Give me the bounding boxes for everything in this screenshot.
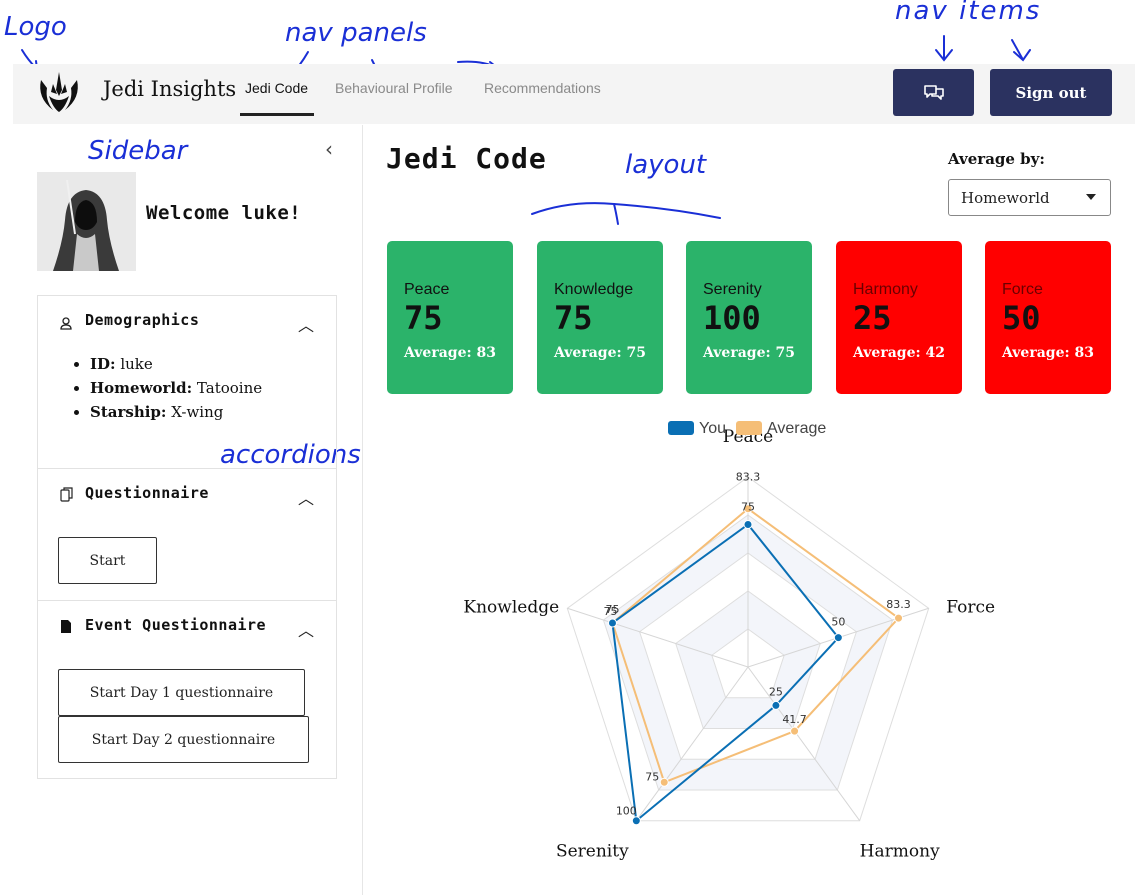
accordion-event-questionnaire-title[interactable]: Event Questionnaire (85, 616, 267, 634)
grid-spoke (635, 666, 749, 822)
annotation-accordions: accordions (220, 440, 361, 470)
stat-card-value: 100 (703, 299, 761, 337)
list-item: Starship: X-wing (90, 400, 262, 424)
data-label: 75 (603, 605, 617, 618)
list-item: ID: luke (90, 352, 262, 376)
average-by-label: Average by: (948, 150, 1045, 168)
caret-down-icon (1086, 194, 1096, 200)
stat-card-label: Serenity (703, 281, 762, 298)
annotation-sidebar: Sidebar (88, 136, 188, 166)
stat-card-label: Force (1002, 281, 1043, 298)
accordion-divider (37, 468, 337, 469)
sidebar-accordions (37, 295, 337, 779)
data-point-you (631, 816, 641, 826)
average-by-value: Homeworld (961, 188, 1050, 207)
grid-spoke (567, 607, 749, 668)
stat-card-average: Average: 83 (404, 345, 497, 361)
legend-label-average: Average (767, 420, 826, 437)
chevron-left-icon[interactable]: ‹ (325, 137, 333, 161)
data-label: 41.7 (782, 713, 807, 726)
tab-jedi-code[interactable]: Jedi Code (245, 80, 309, 96)
annotation-nav-items: nav items (895, 0, 1042, 26)
axis-label-serenity: Serenity (556, 842, 629, 862)
stat-card-value: 25 (853, 299, 892, 337)
grid-spoke (747, 666, 861, 822)
stat-card-harmony: Harmony 25 Average: 42 (836, 241, 962, 394)
stat-card-label: Harmony (853, 281, 918, 298)
sign-out-button[interactable]: Sign out (990, 69, 1112, 116)
data-point-average (743, 504, 753, 514)
sidebar-divider (362, 125, 363, 895)
chevron-up-icon[interactable]: ︿ (298, 316, 315, 335)
data-point-you (771, 700, 781, 710)
chevron-up-icon[interactable]: ︿ (298, 489, 315, 508)
stat-card-label: Knowledge (554, 281, 634, 298)
axis-label-knowledge: Knowledge (463, 597, 559, 617)
stat-card-serenity: Serenity 100 Average: 75 (686, 241, 812, 394)
welcome-message: Welcome luke! (146, 202, 302, 224)
annotation-logo: Logo (4, 12, 67, 42)
data-point-you (607, 618, 617, 628)
list-item: Homeworld: Tatooine (90, 376, 262, 400)
data-point-average (894, 613, 904, 623)
average-by-select[interactable]: Homeworld (948, 179, 1111, 216)
stat-card-average: Average: 75 (703, 345, 796, 361)
stat-card-average: Average: 83 (1002, 345, 1095, 361)
tab-recommendations[interactable]: Recommendations (484, 80, 601, 96)
legend-swatch-average (736, 421, 762, 435)
page-title: Jedi Code (386, 142, 547, 175)
data-point-you (833, 633, 843, 643)
data-label: 83.3 (736, 471, 761, 484)
data-point-average (659, 777, 669, 787)
data-label: 83.3 (886, 598, 911, 611)
stat-card-value: 75 (554, 299, 593, 337)
start-button[interactable]: Start (58, 537, 157, 584)
stat-card-value: 50 (1002, 299, 1041, 337)
copy-icon (60, 487, 73, 506)
annotation-layout: layout (625, 150, 707, 180)
stat-card-value: 75 (404, 299, 443, 337)
chat-button[interactable] (893, 69, 974, 116)
chevron-up-icon[interactable]: ︿ (298, 621, 315, 640)
legend-label-you: You (699, 420, 726, 437)
avatar (37, 172, 136, 271)
radar-chart: PeaceForceHarmonySerenityKnowledge755025… (463, 420, 995, 862)
annotation-nav-panels: nav panels (285, 18, 427, 48)
axis-label-force: Force (946, 597, 995, 617)
axis-label-harmony: Harmony (860, 842, 940, 862)
data-label: 25 (769, 685, 783, 698)
accordion-questionnaire-title[interactable]: Questionnaire (85, 484, 209, 502)
stat-card-average: Average: 75 (554, 345, 647, 361)
stat-card-force: Force 50 Average: 83 (985, 241, 1111, 394)
start-day1-button[interactable]: Start Day 1 questionnaire (58, 669, 305, 716)
demographics-list: ID: luke Homeworld: Tatooine Starship: X… (42, 352, 262, 424)
stat-card-knowledge: Knowledge 75 Average: 75 (537, 241, 663, 394)
data-label: 75 (741, 501, 755, 514)
tab-behavioural-profile[interactable]: Behavioural Profile (335, 80, 453, 96)
stat-card-peace: Peace 75 Average: 83 (387, 241, 513, 394)
tab-active-indicator (240, 113, 314, 116)
data-label: 75 (605, 603, 619, 616)
accordion-divider (37, 600, 337, 601)
data-label: 75 (645, 770, 659, 783)
accordion-demographics-title[interactable]: Demographics (85, 311, 200, 329)
data-label: 50 (831, 616, 845, 629)
series-line-you (611, 523, 840, 823)
series-line-average (611, 507, 901, 784)
data-point-you (743, 520, 753, 529)
start-day2-button[interactable]: Start Day 2 questionnaire (58, 716, 309, 763)
data-point-average (790, 726, 800, 736)
stat-card-label: Peace (404, 281, 450, 298)
legend-swatch-you (668, 421, 694, 435)
chat-bubbles-icon (923, 84, 944, 100)
stat-card-average: Average: 42 (853, 345, 946, 361)
data-label: 100 (616, 805, 637, 818)
app-title: Jedi Insights (103, 77, 237, 101)
logo-icon[interactable] (35, 70, 83, 114)
file-icon (60, 619, 72, 638)
user-icon (60, 315, 72, 334)
